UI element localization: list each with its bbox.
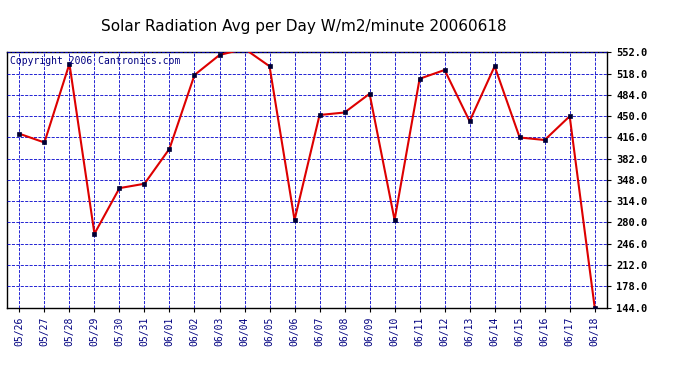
Text: Copyright 2006 Cantronics.com: Copyright 2006 Cantronics.com — [10, 56, 180, 66]
Text: Solar Radiation Avg per Day W/m2/minute 20060618: Solar Radiation Avg per Day W/m2/minute … — [101, 19, 506, 34]
